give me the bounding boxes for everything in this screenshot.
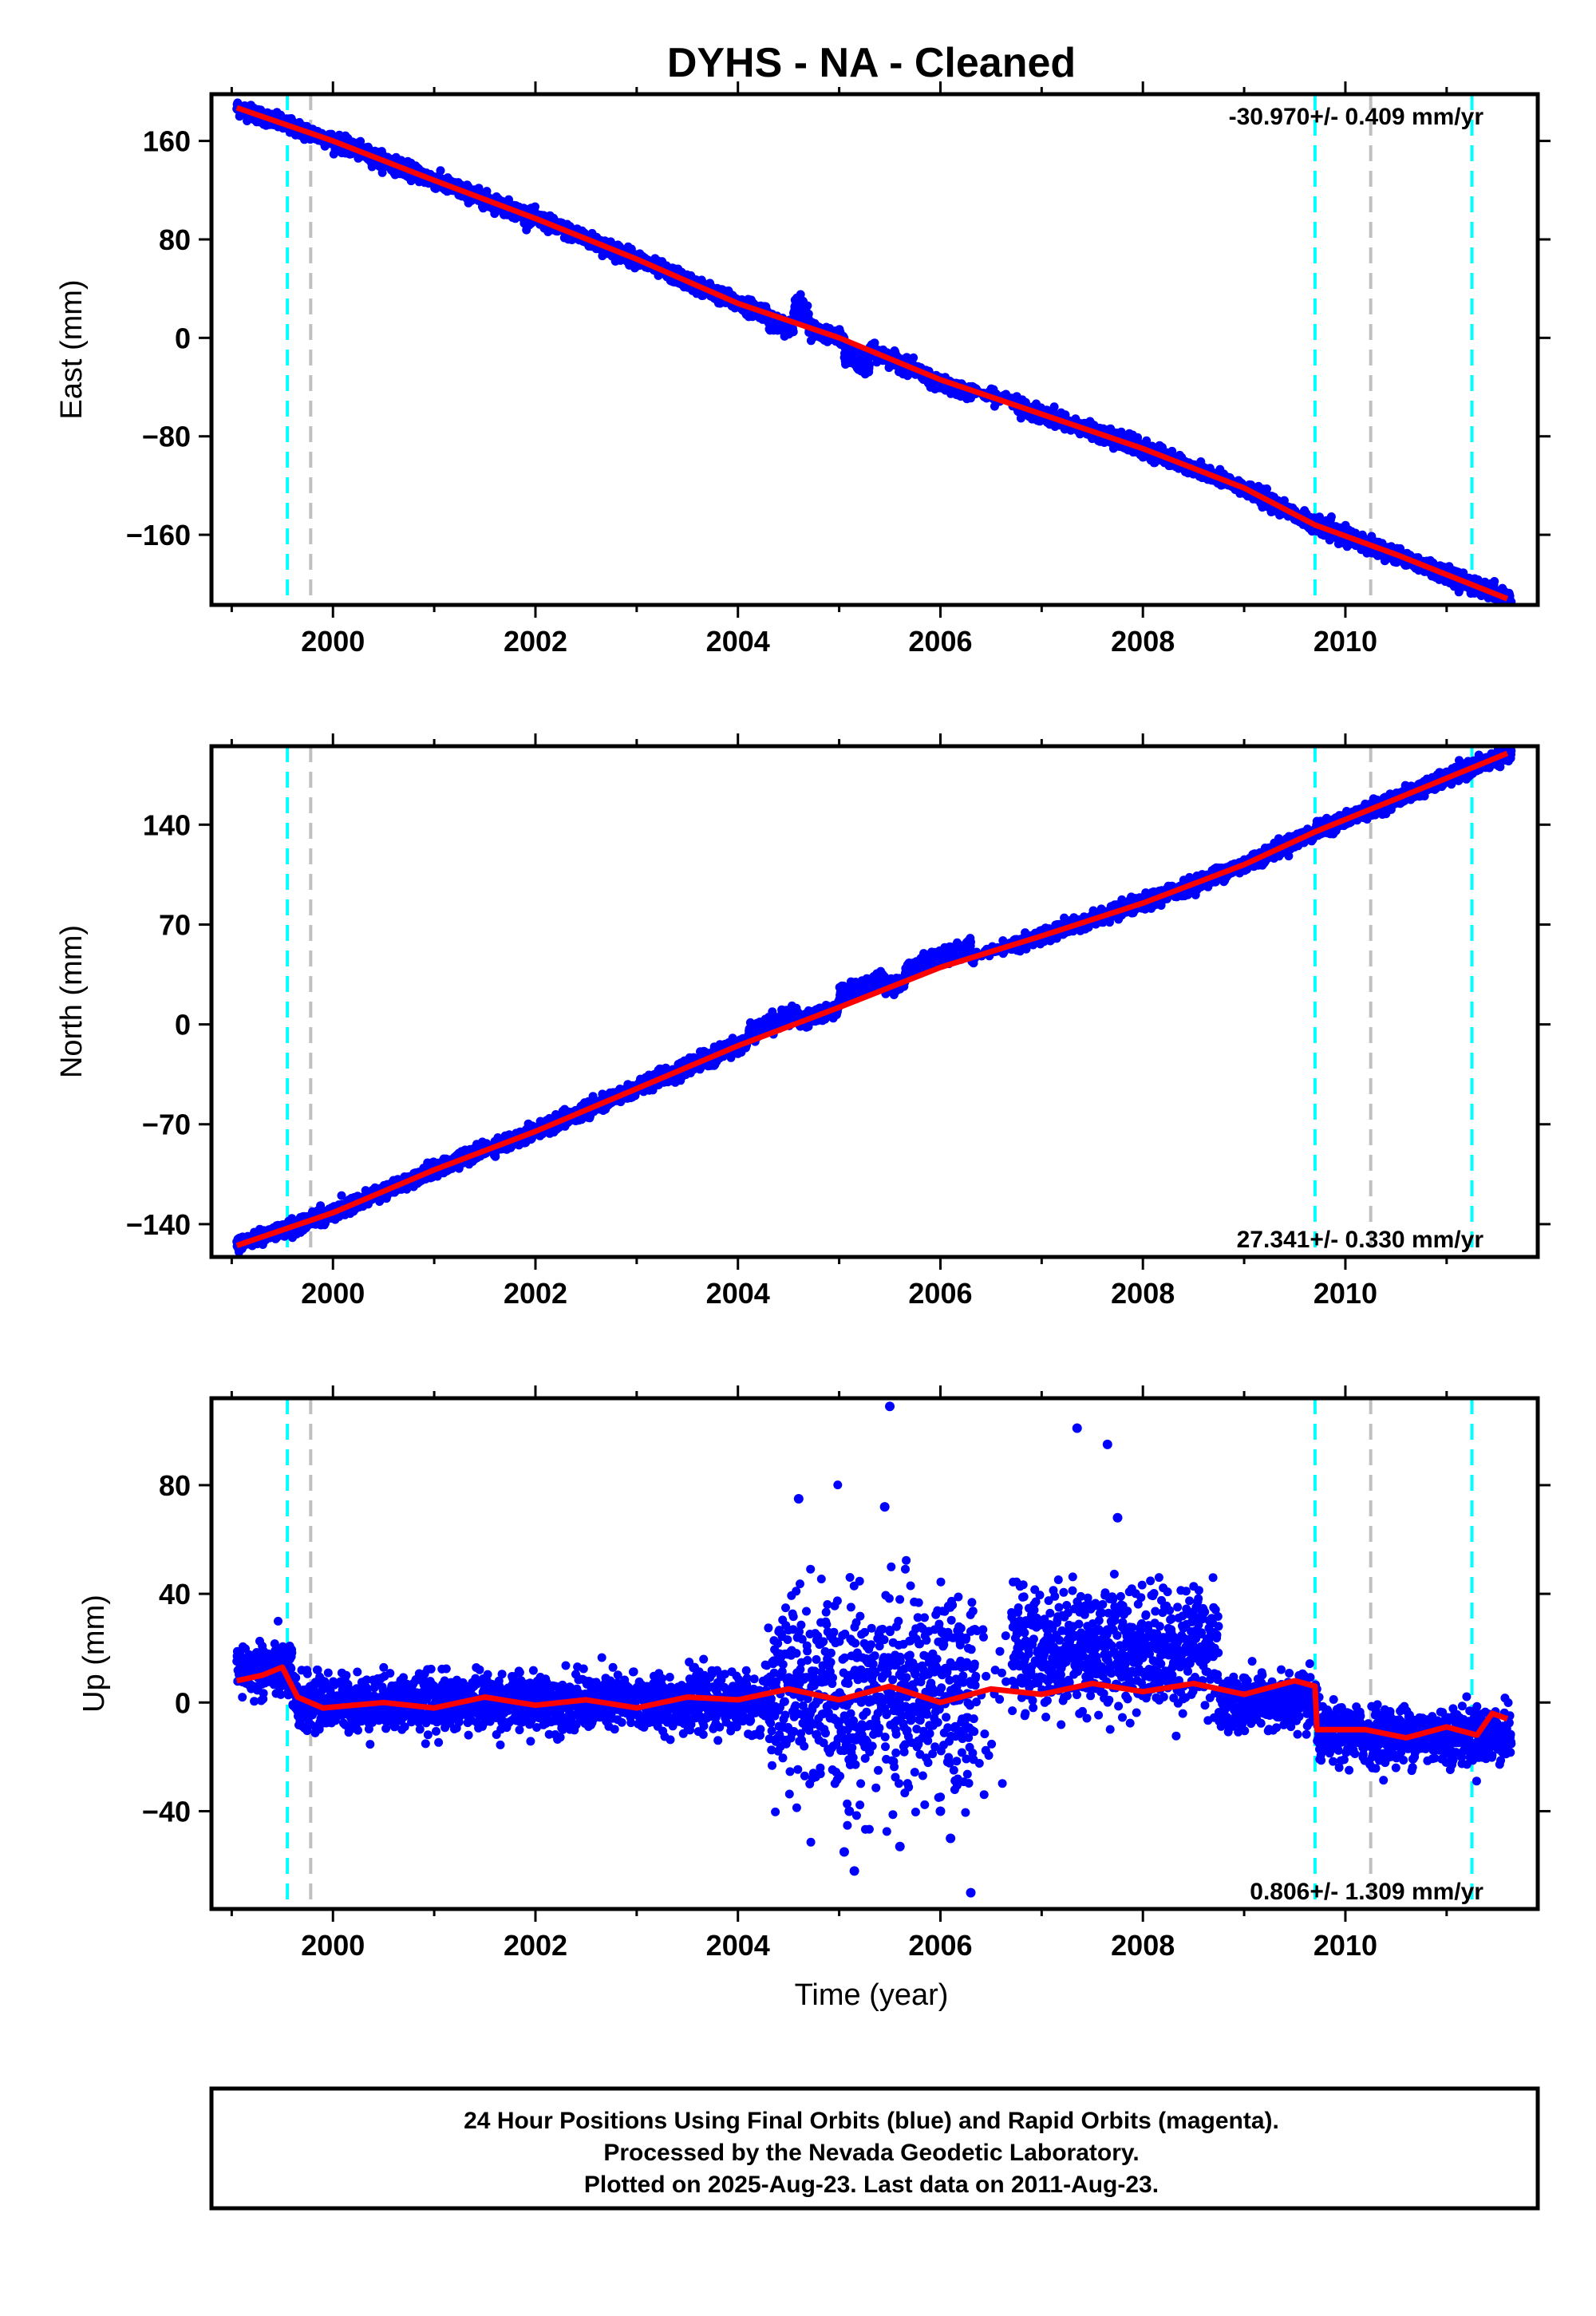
x-tick-label: 2002 [504,625,567,658]
data-point [1326,512,1336,521]
y-tick-label: 0 [175,322,191,354]
chart-title: DYHS - NA - Cleaned [667,40,1076,86]
x-tick-label: 2008 [1111,625,1175,658]
x-tick-label: 2004 [706,625,770,658]
data-point [1490,577,1499,586]
x-tick-label: 2006 [908,625,972,658]
east-panel: 2000 2002 2004 2006 2008 2010 −160 −80 0 80 160 Eas… [55,81,1551,658]
y-tick-label: 80 [159,223,191,256]
x-tick-label: 2010 [1314,625,1377,658]
y-tick-label: −160 [126,519,191,551]
data-point [804,309,813,318]
data-point [377,168,387,177]
data-point [1262,484,1271,493]
data-point [803,301,812,310]
y-tick-label: 160 [143,125,191,158]
data-point [909,353,918,362]
data-point [531,202,539,211]
north-panel: 2000 2002 2004 2006 2008 2010−140−70070140Nor… [55,733,1551,1310]
y-tick-label: −80 [142,421,191,453]
data-point [864,360,874,370]
plot-frame [209,92,1540,607]
y-axis-label: East (mm) [55,279,89,419]
data-point [1049,402,1059,412]
data-point [436,166,445,176]
data-point [870,338,879,348]
data-point [356,136,365,146]
rate-label: -30.970+/- 0.409 mm/yr [1229,104,1484,130]
x-tick-label: 2000 [301,625,365,658]
model-fit-line [235,105,1509,602]
data-point [337,1191,346,1200]
data-point [788,327,798,337]
